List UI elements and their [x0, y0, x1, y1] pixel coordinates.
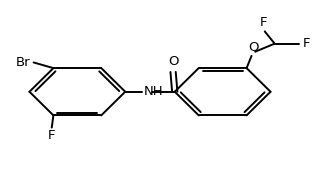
Text: F: F: [48, 129, 56, 142]
Text: NH: NH: [144, 85, 163, 98]
Text: O: O: [168, 55, 178, 68]
Text: F: F: [303, 37, 310, 50]
Text: F: F: [259, 16, 267, 29]
Text: Br: Br: [16, 56, 30, 69]
Text: O: O: [248, 41, 258, 54]
